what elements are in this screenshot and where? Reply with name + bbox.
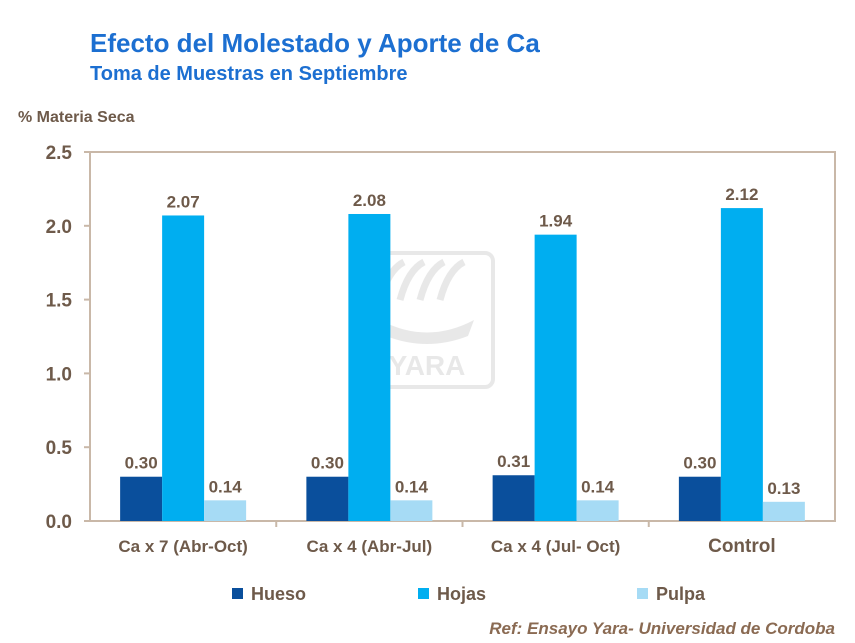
bar-data-label: 0.30 xyxy=(311,454,344,473)
legend-label-hojas: Hojas xyxy=(437,584,486,604)
bar-hojas xyxy=(348,213,391,521)
y-tick-label: 1.5 xyxy=(46,291,73,312)
bar-data-label: 2.08 xyxy=(353,191,386,210)
bar-data-label: 0.30 xyxy=(683,454,716,473)
legend-swatch-hueso xyxy=(232,588,243,599)
bar-data-label: 0.31 xyxy=(497,452,530,471)
y-axis-label: % Materia Seca xyxy=(18,109,135,126)
y-tick-label: 0.0 xyxy=(46,512,72,533)
bar-hojas xyxy=(534,234,577,521)
legend-swatch-hojas xyxy=(418,588,429,599)
x-tick-label: Ca x 7 (Abr-Oct) xyxy=(118,537,247,556)
reference-note: Ref: Ensayo Yara- Universidad de Cordoba xyxy=(489,619,835,638)
legend-label-pulpa: Pulpa xyxy=(656,584,706,604)
bar-pulpa xyxy=(576,500,619,521)
y-tick-label: 1.0 xyxy=(46,364,72,385)
watermark-text: YARA xyxy=(389,350,466,381)
watermark-ship xyxy=(380,320,474,344)
y-tick-label: 0.5 xyxy=(46,438,73,459)
y-tick-label: 2.0 xyxy=(46,217,72,238)
bar-hueso xyxy=(492,475,535,521)
bar-data-label: 1.94 xyxy=(539,212,573,231)
bar-hueso xyxy=(120,476,163,521)
x-tick-label: Ca x 4 (Abr-Jul) xyxy=(307,537,433,556)
legend-label-hueso: Hueso xyxy=(251,584,306,604)
legend-swatch-pulpa xyxy=(637,588,648,599)
bar-pulpa xyxy=(204,500,247,521)
bar-data-label: 0.30 xyxy=(125,454,158,473)
bar-data-label: 0.13 xyxy=(767,479,800,498)
bar-pulpa xyxy=(390,500,433,521)
bar-data-label: 2.12 xyxy=(725,185,758,204)
bar-data-label: 0.14 xyxy=(395,477,429,496)
bar-hueso xyxy=(306,476,349,521)
chart-subtitle: Toma de Muestras en Septiembre xyxy=(90,63,408,85)
bar-hojas xyxy=(162,215,205,521)
bar-data-label: 0.14 xyxy=(209,477,243,496)
watermark-horns xyxy=(376,258,466,301)
bar-data-label: 0.14 xyxy=(581,477,615,496)
y-tick-label: 2.5 xyxy=(46,143,73,164)
bar-pulpa xyxy=(762,501,805,521)
x-tick-label: Control xyxy=(708,536,776,557)
chart-title: Efecto del Molestado y Aporte de Ca xyxy=(90,28,540,58)
x-tick-label: Ca x 4 (Jul- Oct) xyxy=(491,537,620,556)
bar-hojas xyxy=(720,208,763,521)
bar-data-label: 2.07 xyxy=(167,192,200,211)
bar-hueso xyxy=(678,476,721,521)
